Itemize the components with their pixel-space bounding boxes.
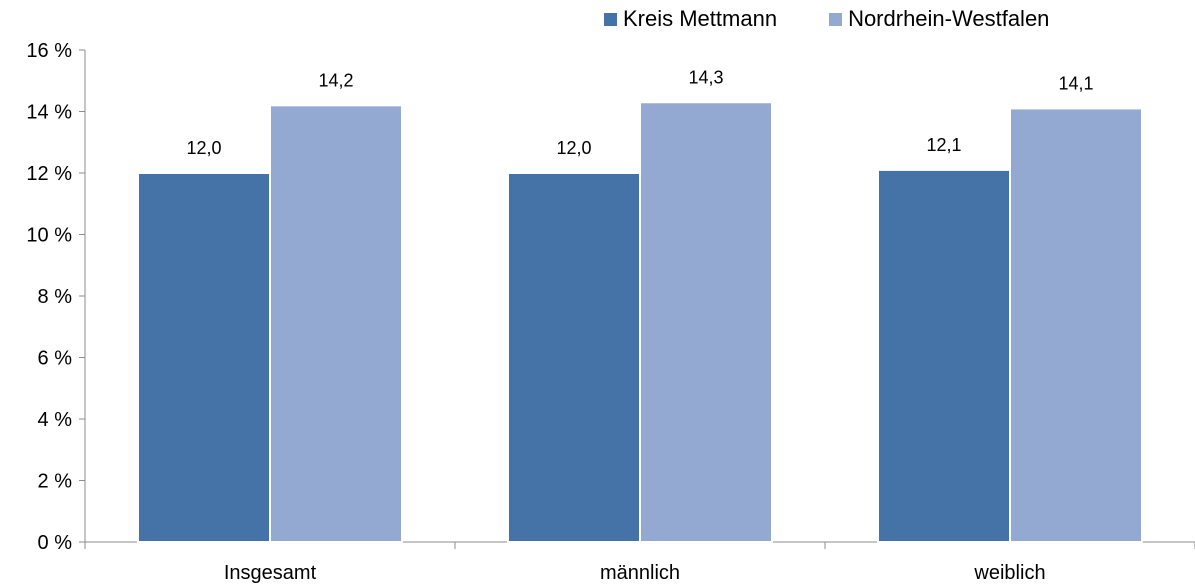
x-tick-label-mannlich: männlich	[600, 562, 680, 584]
data-label-nordrhein-westfalen-weiblich: 14,1	[1058, 73, 1093, 93]
y-tick-label: 0 %	[38, 532, 73, 554]
chart-legend: Kreis Mettmann Nordrhein-Westfalen	[604, 6, 1101, 32]
bar-nordrhein-westfalen-weiblich	[1009, 107, 1143, 544]
bar-kreis-mettmann-insgesamt	[137, 172, 271, 543]
bar-kreis-mettmann-mannlich	[507, 172, 641, 543]
y-tick-label: 2 %	[38, 471, 73, 493]
bar-kreis-mettmann-weiblich	[877, 168, 1011, 544]
y-tick-label: 4 %	[38, 409, 73, 431]
data-label-kreis-mettmann-weiblich: 12,1	[926, 135, 961, 155]
y-tick-label: 10 %	[26, 225, 72, 247]
data-label-kreis-mettmann-insgesamt: 12,0	[186, 138, 221, 158]
bar-nordrhein-westfalen-insgesamt	[269, 104, 403, 543]
data-label-nordrhein-westfalen-insgesamt: 14,2	[318, 70, 353, 90]
legend-item-kreis-mettmann: Kreis Mettmann	[604, 6, 777, 32]
y-tick-label: 14 %	[26, 102, 72, 124]
y-tick-label: 8 %	[38, 286, 73, 308]
x-tick-label-insgesamt: Insgesamt	[224, 562, 317, 584]
legend-swatch-nordrhein-westfalen	[829, 12, 843, 26]
x-tick-label-weiblich: weiblich	[973, 562, 1045, 584]
legend-label-nordrhein-westfalen: Nordrhein-Westfalen	[848, 6, 1050, 31]
data-label-nordrhein-westfalen-mannlich: 14,3	[688, 67, 723, 87]
legend-label-kreis-mettmann: Kreis Mettmann	[623, 6, 778, 31]
y-tick-label: 6 %	[38, 348, 73, 370]
y-tick-label: 16 %	[26, 40, 72, 62]
y-tick-label: 12 %	[26, 163, 72, 185]
legend-item-nordrhein-westfalen: Nordrhein-Westfalen	[829, 6, 1049, 32]
bar-nordrhein-westfalen-mannlich	[639, 101, 773, 544]
legend-swatch-kreis-mettmann	[604, 12, 617, 26]
data-label-kreis-mettmann-mannlich: 12,0	[556, 138, 591, 158]
